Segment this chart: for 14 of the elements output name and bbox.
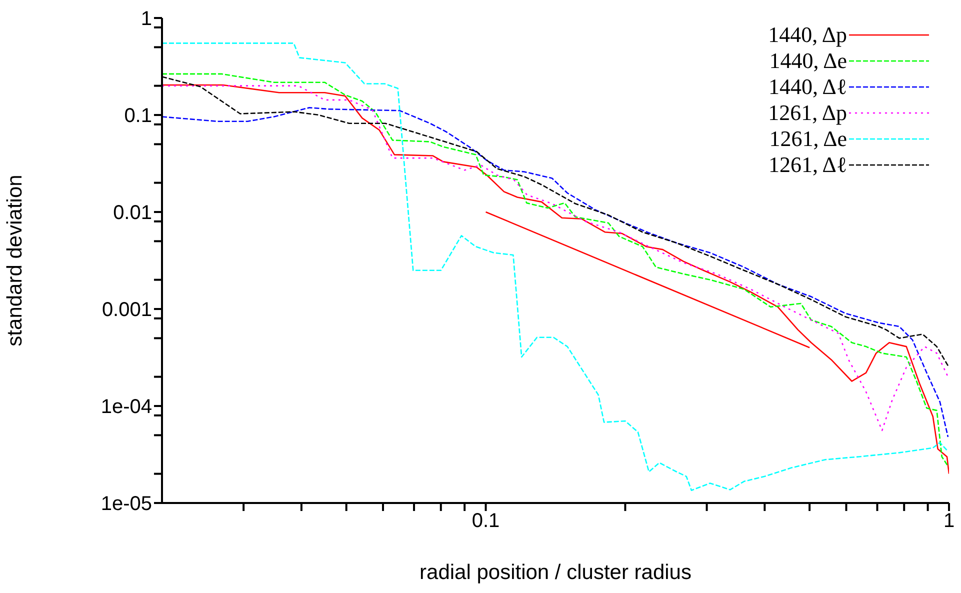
y-tick-label: 1 bbox=[140, 8, 152, 30]
y-tick-label: 0.1 bbox=[124, 105, 152, 128]
y-tick-label: 1e-04 bbox=[100, 396, 152, 418]
x-axis-title: radial position / cluster radius bbox=[420, 561, 692, 584]
y-tick-label: 1e-05 bbox=[100, 493, 152, 516]
y-tick-label: 0.001 bbox=[102, 299, 152, 322]
legend-label: 1261, Δp bbox=[768, 100, 847, 126]
y-axis-title: standard deviation bbox=[3, 174, 26, 346]
legend-label: 1261, Δe bbox=[769, 126, 847, 152]
legend-label: 1440, Δp bbox=[768, 22, 847, 48]
legend-label: 1440, Δℓ bbox=[768, 74, 847, 100]
legend-label: 1440, Δe bbox=[769, 48, 847, 74]
legend-label: 1261, Δℓ bbox=[768, 152, 847, 178]
y-tick-label: 0.01 bbox=[113, 202, 152, 224]
